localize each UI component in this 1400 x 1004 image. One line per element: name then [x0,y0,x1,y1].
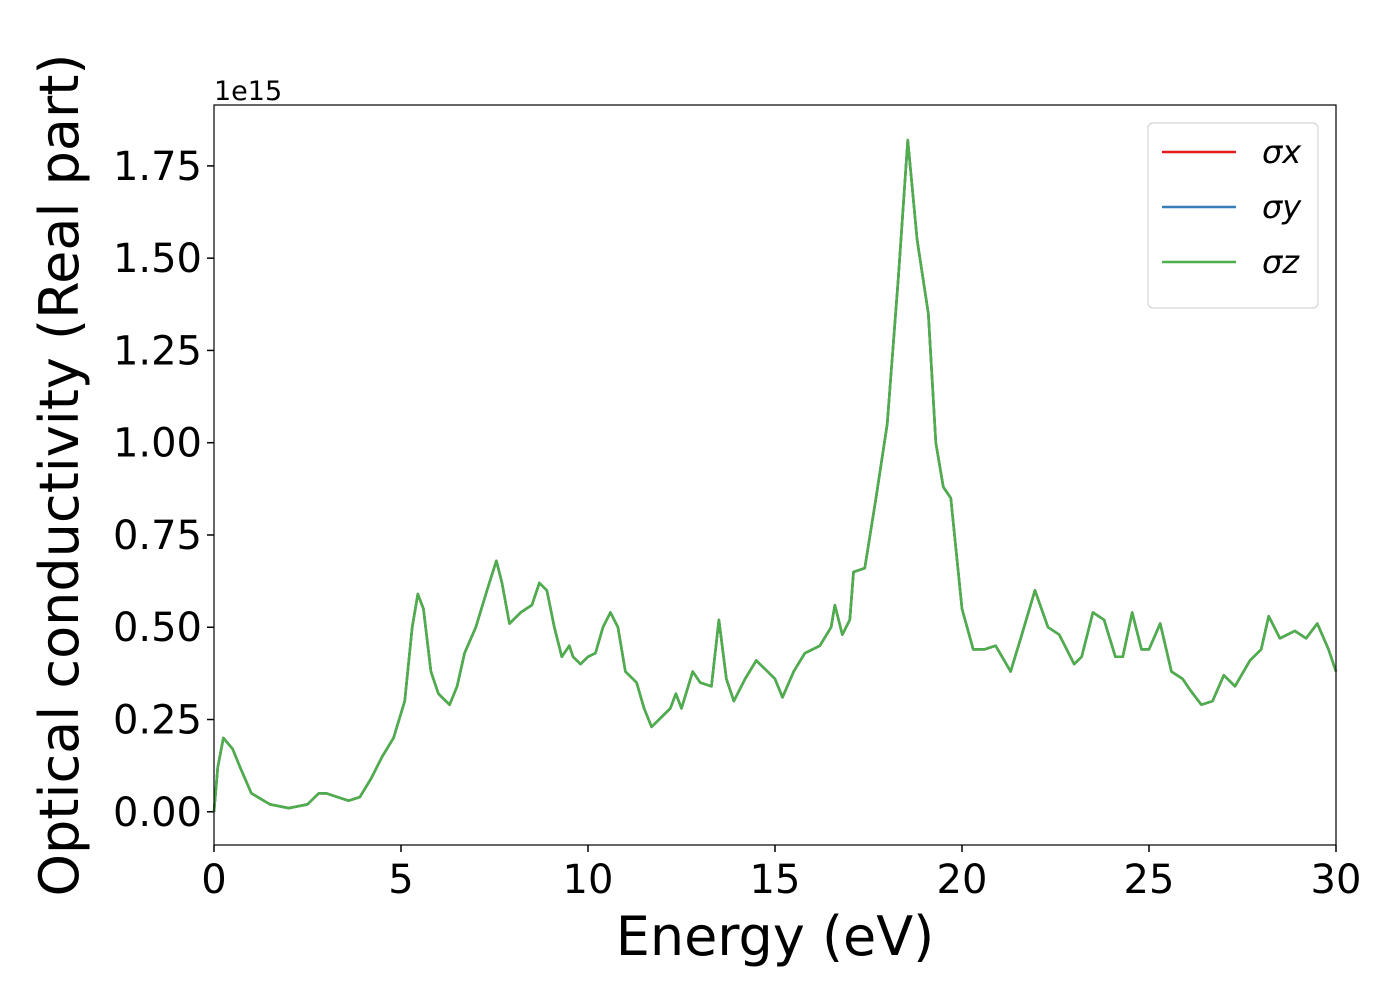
y-tick-label: 1.00 [113,421,202,467]
line-series [212,138,1338,812]
legend-label: σy [1262,188,1302,226]
offset-text: 1e15 [214,76,282,107]
x-tick-label: 15 [750,857,801,903]
y-axis-label: Optical conductivity (Real part) [28,54,91,897]
y-tick-label: 0.50 [113,605,202,651]
y-tick-label: 0.00 [113,790,202,836]
plot-frame [213,104,1337,846]
y-tick-label: 0.75 [113,513,202,559]
x-tick-label: 20 [937,857,988,903]
x-tick-label: 5 [388,857,413,903]
x-tick-label: 30 [1311,857,1362,903]
y-tick-label: 1.50 [113,236,202,282]
x-tick-label: 25 [1124,857,1175,903]
x-tick-label: 0 [201,857,226,903]
legend-label: σz [1262,243,1300,281]
x-tick-label: 10 [563,857,614,903]
y-tick-label: 0.25 [113,698,202,744]
legend-label: σx [1262,133,1302,171]
legend: σx σy σz [1147,122,1319,309]
x-axis-label: Energy (eV) [616,905,935,968]
y-tick-label: 1.75 [113,144,202,190]
y-tick-label: 1.25 [113,328,202,374]
